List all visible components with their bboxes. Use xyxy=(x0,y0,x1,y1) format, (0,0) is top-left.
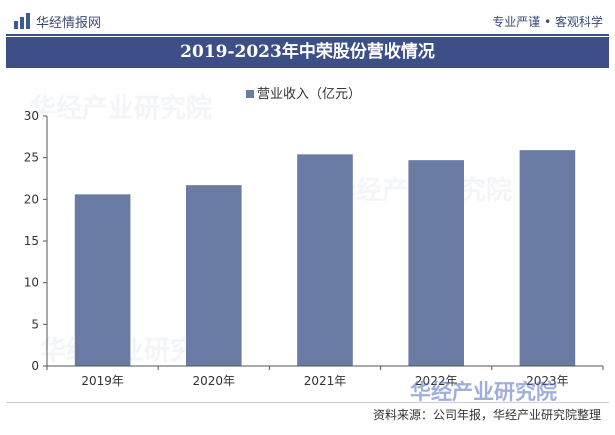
y-axis: 0 5 10 15 20 25 30 xyxy=(24,109,48,373)
chart-title-bar: 2019-2023年中荣股份营收情况 xyxy=(6,37,609,68)
y-tick-label: 30 xyxy=(24,109,39,123)
y-tick-label: 0 xyxy=(31,359,39,373)
top-header: 华经情报网 专业严谨 • 客观科学 xyxy=(6,6,609,36)
legend-label: 营业收入（亿元） xyxy=(257,87,361,102)
x-tick-label: 2023年 xyxy=(526,374,569,388)
legend-swatch xyxy=(246,90,254,98)
x-tick-label: 2022年 xyxy=(415,374,458,388)
bars-group xyxy=(74,150,576,366)
legend: 营业收入（亿元） xyxy=(246,87,361,102)
y-tick-label: 10 xyxy=(24,276,39,290)
brand-name: 华经情报网 xyxy=(36,16,102,31)
bar xyxy=(74,194,131,366)
tagline: 专业严谨 • 客观科学 xyxy=(492,15,603,29)
bar xyxy=(186,185,242,366)
y-tick-label: 15 xyxy=(24,234,39,248)
bar xyxy=(297,154,353,366)
footer: 资料来源：公司年报，华经产业研究院整理 xyxy=(6,402,609,426)
bar xyxy=(519,150,576,366)
bar-chart: 营业收入（亿元） 0 5 10 15 20 25 30 2019年 2020年 2021年 202… xyxy=(24,87,604,388)
x-axis: 2019年 2020年 2021年 2022年 2023年 xyxy=(46,365,604,388)
bar xyxy=(408,160,464,366)
x-tick-label: 2019年 xyxy=(81,374,124,388)
x-tick-label: 2020年 xyxy=(193,374,236,388)
x-tick-label: 2021年 xyxy=(304,374,347,388)
brand-logo-icon xyxy=(14,13,30,29)
chart-title: 2019-2023年中荣股份营收情况 xyxy=(180,42,435,62)
y-tick-label: 25 xyxy=(24,151,39,165)
y-tick-label: 5 xyxy=(31,317,39,331)
data-source: 资料来源：公司年报，华经产业研究院整理 xyxy=(372,408,601,422)
y-tick-label: 20 xyxy=(24,192,39,206)
